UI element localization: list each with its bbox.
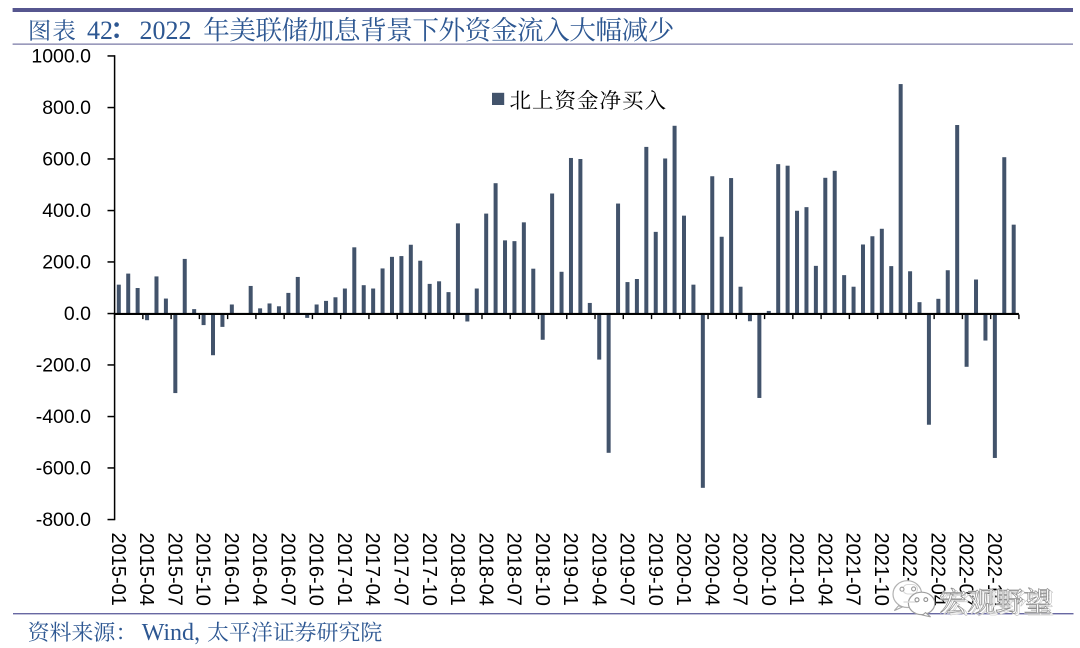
svg-text:2018-07: 2018-07 xyxy=(503,533,525,606)
svg-text:2017-10: 2017-10 xyxy=(418,533,440,606)
svg-text:2019-10: 2019-10 xyxy=(644,533,666,606)
svg-text:400.0: 400.0 xyxy=(42,200,91,222)
svg-text:0.0: 0.0 xyxy=(64,303,91,325)
svg-text:-800.0: -800.0 xyxy=(36,509,91,531)
svg-text:-200.0: -200.0 xyxy=(36,355,91,377)
svg-text:2016-07: 2016-07 xyxy=(277,533,299,606)
svg-text:2017-01: 2017-01 xyxy=(333,533,355,606)
svg-text:200.0: 200.0 xyxy=(42,252,91,274)
svg-text:2018-04: 2018-04 xyxy=(474,533,496,606)
svg-text:2019-07: 2019-07 xyxy=(616,533,638,606)
svg-text:2016-04: 2016-04 xyxy=(248,533,270,606)
svg-text:Wind: Wind xyxy=(142,620,194,646)
svg-text:2022-07: 2022-07 xyxy=(955,533,977,606)
svg-text:-400.0: -400.0 xyxy=(36,406,91,428)
svg-text:2021-10: 2021-10 xyxy=(870,533,892,606)
svg-text:2022-10: 2022-10 xyxy=(983,533,1005,606)
svg-text:600.0: 600.0 xyxy=(42,149,91,171)
svg-text:2017-07: 2017-07 xyxy=(390,533,412,606)
svg-text:2020-07: 2020-07 xyxy=(729,533,751,606)
svg-text:2020-01: 2020-01 xyxy=(672,533,694,606)
svg-text:2018-01: 2018-01 xyxy=(446,533,468,606)
svg-text:2015-10: 2015-10 xyxy=(192,533,214,606)
svg-text:2019-04: 2019-04 xyxy=(587,533,609,606)
svg-text:2022: 2022 xyxy=(140,16,192,45)
svg-text:1000.0: 1000.0 xyxy=(31,46,91,68)
svg-text:2015-07: 2015-07 xyxy=(163,533,185,606)
svg-text:-600.0: -600.0 xyxy=(36,458,91,480)
svg-text:2021-01: 2021-01 xyxy=(785,533,807,606)
svg-text:2019-01: 2019-01 xyxy=(559,533,581,606)
svg-text:2016-01: 2016-01 xyxy=(220,533,242,606)
svg-text:2015-04: 2015-04 xyxy=(135,533,157,606)
svg-text:42: 42 xyxy=(87,16,113,45)
svg-text:2016-10: 2016-10 xyxy=(305,533,327,606)
svg-text:2018-10: 2018-10 xyxy=(531,533,553,606)
svg-text:800.0: 800.0 xyxy=(42,97,91,119)
svg-text:2021-07: 2021-07 xyxy=(842,533,864,606)
svg-text:2020-10: 2020-10 xyxy=(757,533,779,606)
svg-text:2022-04: 2022-04 xyxy=(926,533,948,606)
svg-text:2015-01: 2015-01 xyxy=(107,533,129,606)
svg-text:2021-04: 2021-04 xyxy=(813,533,835,606)
svg-text:2020-04: 2020-04 xyxy=(700,533,722,606)
svg-text:2017-04: 2017-04 xyxy=(361,533,383,606)
